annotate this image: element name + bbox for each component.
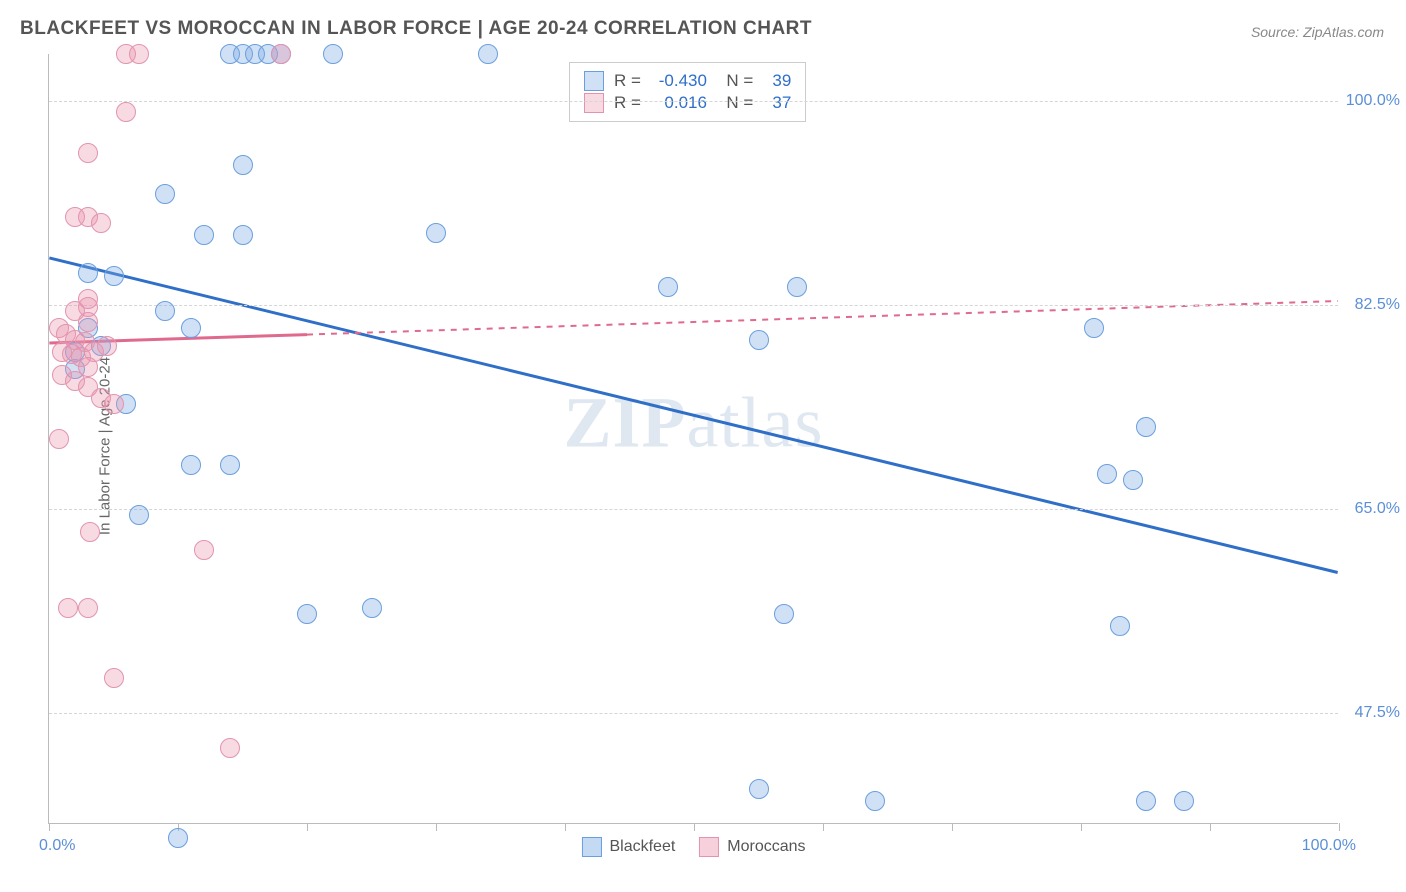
scatter-point <box>91 213 111 233</box>
scatter-point <box>97 336 117 356</box>
legend-item: Blackfeet <box>581 837 675 857</box>
stat-r-label: R = <box>614 71 641 91</box>
gridline <box>49 509 1338 510</box>
scatter-point <box>194 225 214 245</box>
trend-line-dashed <box>307 301 1338 335</box>
scatter-point <box>787 277 807 297</box>
x-tick <box>307 823 308 831</box>
x-axis-max-label: 100.0% <box>1302 837 1356 855</box>
scatter-point <box>1084 318 1104 338</box>
scatter-point <box>749 779 769 799</box>
scatter-point <box>658 277 678 297</box>
scatter-point <box>181 455 201 475</box>
scatter-point <box>80 522 100 542</box>
scatter-point <box>104 668 124 688</box>
x-tick <box>952 823 953 831</box>
stat-n-moroccans: 37 <box>763 93 791 113</box>
scatter-point <box>104 394 124 414</box>
stat-r-label: R = <box>614 93 641 113</box>
gridline <box>49 101 1338 102</box>
x-tick <box>436 823 437 831</box>
stat-n-label: N = <box>717 71 753 91</box>
scatter-point <box>1123 470 1143 490</box>
scatter-point <box>78 312 98 332</box>
scatter-point <box>323 44 343 64</box>
scatter-point <box>78 263 98 283</box>
scatter-point <box>78 598 98 618</box>
scatter-point <box>1174 791 1194 811</box>
series-legend: Blackfeet Moroccans <box>581 837 805 857</box>
y-tick-label: 47.5% <box>1355 704 1400 722</box>
scatter-point <box>233 155 253 175</box>
scatter-point <box>297 604 317 624</box>
legend-swatch <box>699 837 719 857</box>
gridline <box>49 305 1338 306</box>
chart-title: BLACKFEET VS MOROCCAN IN LABOR FORCE | A… <box>20 18 812 40</box>
stat-n-label: N = <box>717 93 753 113</box>
correlation-row-moroccans: R = 0.016 N = 37 <box>584 93 791 113</box>
scatter-point <box>220 455 240 475</box>
scatter-point <box>478 44 498 64</box>
correlation-legend: R = -0.430 N = 39 R = 0.016 N = 37 <box>569 62 806 122</box>
scatter-point <box>1097 464 1117 484</box>
x-tick <box>1339 823 1340 831</box>
scatter-point <box>78 143 98 163</box>
scatter-point <box>271 44 291 64</box>
scatter-point <box>233 225 253 245</box>
scatter-point <box>58 598 78 618</box>
stat-n-blackfeet: 39 <box>763 71 791 91</box>
x-tick <box>1210 823 1211 831</box>
x-tick <box>823 823 824 831</box>
scatter-point <box>104 266 124 286</box>
legend-label: Blackfeet <box>609 838 675 856</box>
scatter-point <box>155 184 175 204</box>
scatter-point <box>1136 417 1156 437</box>
scatter-point <box>220 738 240 758</box>
scatter-point <box>865 791 885 811</box>
scatter-point <box>1136 791 1156 811</box>
swatch-blackfeet <box>584 71 604 91</box>
stat-r-moroccans: 0.016 <box>651 93 707 113</box>
scatter-point <box>49 429 69 449</box>
scatter-point <box>168 828 188 848</box>
source-attribution: Source: ZipAtlas.com <box>1251 24 1384 40</box>
correlation-row-blackfeet: R = -0.430 N = 39 <box>584 71 791 91</box>
scatter-point <box>194 540 214 560</box>
scatter-point <box>749 330 769 350</box>
swatch-moroccans <box>584 93 604 113</box>
stat-r-blackfeet: -0.430 <box>651 71 707 91</box>
scatter-point <box>155 301 175 321</box>
legend-item: Moroccans <box>699 837 805 857</box>
y-tick-label: 100.0% <box>1346 92 1400 110</box>
x-tick <box>49 823 50 831</box>
x-tick <box>1081 823 1082 831</box>
x-tick <box>694 823 695 831</box>
legend-swatch <box>581 837 601 857</box>
scatter-point <box>129 505 149 525</box>
x-axis-min-label: 0.0% <box>39 837 75 855</box>
scatter-point <box>181 318 201 338</box>
scatter-point <box>426 223 446 243</box>
scatter-point <box>129 44 149 64</box>
gridline <box>49 713 1338 714</box>
scatter-point <box>362 598 382 618</box>
y-tick-label: 82.5% <box>1355 296 1400 314</box>
plot-area: ZIPatlas R = -0.430 N = 39 R = 0.016 N =… <box>48 54 1338 824</box>
legend-label: Moroccans <box>727 838 805 856</box>
x-tick <box>565 823 566 831</box>
scatter-point <box>774 604 794 624</box>
scatter-point <box>116 102 136 122</box>
scatter-point <box>1110 616 1130 636</box>
y-tick-label: 65.0% <box>1355 500 1400 518</box>
